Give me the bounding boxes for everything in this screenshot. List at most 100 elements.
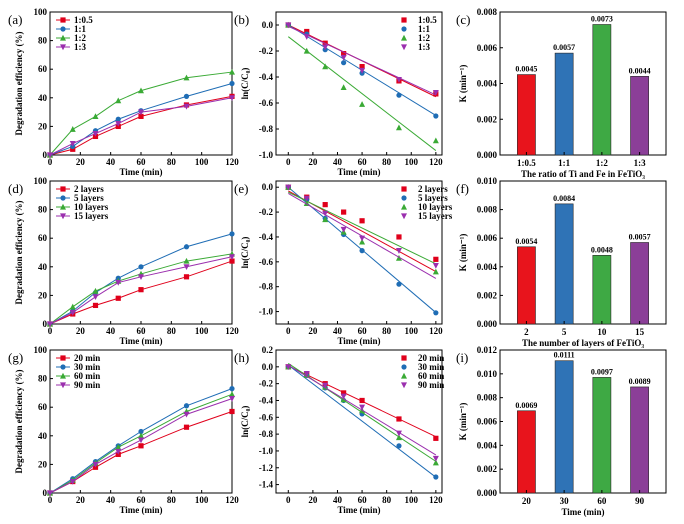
x-tick-label: 40 — [333, 495, 343, 505]
y-tick-label: 60 — [38, 233, 48, 243]
y-tick-label: 0.000 — [477, 488, 498, 498]
data-point — [285, 22, 292, 29]
fit-line — [288, 25, 437, 96]
data-point — [69, 478, 76, 485]
x-tick-label: 0 — [48, 157, 53, 167]
plot-frame — [275, 349, 443, 494]
data-point — [92, 113, 99, 119]
data-point — [183, 93, 190, 99]
panel-label: (c) — [456, 12, 470, 27]
y-tick-label: 0.2 — [262, 345, 274, 355]
data-point — [92, 294, 99, 301]
x-tick-label: 1:1 — [558, 158, 570, 168]
bar-value-label: 0.0057 — [553, 43, 575, 52]
data-point — [396, 234, 402, 240]
data-point — [138, 287, 144, 293]
y-tick-label: 40 — [38, 93, 48, 103]
data-point — [138, 87, 144, 94]
x-tick-label: 80 — [167, 495, 177, 505]
data-point — [322, 202, 328, 208]
data-point — [433, 113, 439, 119]
series-2 — [285, 21, 439, 151]
data-point — [92, 287, 99, 294]
bar-value-label: 0.0073 — [591, 15, 613, 24]
data-point — [322, 216, 329, 223]
fit-line — [287, 364, 437, 478]
y-tick-label: 60 — [38, 402, 48, 412]
x-tick-label: 0 — [48, 326, 53, 336]
legend-marker — [60, 364, 66, 370]
series-line — [49, 260, 233, 325]
x-tick-label: 100 — [195, 326, 209, 336]
y-tick-label: 0.006 — [477, 233, 498, 243]
x-tick-label: 30 — [560, 496, 570, 506]
data-point — [396, 92, 402, 98]
data-point — [92, 461, 99, 468]
series-3 — [47, 254, 235, 328]
y-tick-label: 0.0 — [262, 20, 274, 30]
data-point — [396, 281, 402, 287]
y-axis-label: ln(C/C₀) — [240, 68, 250, 100]
legend-label: 60 min — [74, 371, 100, 381]
legend-label: 2 layers — [418, 184, 448, 194]
legend-label: 30 min — [418, 362, 444, 372]
data-point — [47, 490, 53, 497]
panel-1: 0 20 40 60 80 100 120 0.0 -0.2 -0.4 -0.6 -0.8 -1.0 Ti… — [234, 11, 443, 177]
bar-value-label: 0.0054 — [515, 237, 537, 246]
legend-marker — [60, 203, 66, 210]
y-tick-label: -0.8 — [259, 429, 274, 439]
x-tick-label: 5 — [562, 327, 567, 337]
y-tick-label: 0.012 — [477, 345, 498, 355]
data-point — [433, 435, 439, 441]
data-point — [285, 184, 292, 191]
x-tick-label: 20 — [308, 157, 318, 167]
data-point — [285, 364, 292, 371]
bar — [630, 242, 649, 325]
x-tick-label: 80 — [167, 157, 177, 167]
legend-label: 1:1 — [74, 24, 86, 34]
legend-label: 90 min — [418, 380, 444, 390]
bar-value-label: 0.0069 — [515, 401, 537, 410]
bar — [592, 24, 612, 156]
x-tick-label: 60 — [358, 495, 368, 505]
legend-label: 1:2 — [74, 33, 86, 43]
panel-3: 0 20 40 60 80 100 120 0 20 40 60 80 100 Time (min) Deg… — [8, 176, 239, 346]
data-point — [395, 430, 402, 437]
legend-label: 20 min — [418, 353, 444, 363]
legend-marker — [401, 382, 407, 389]
legend-marker — [401, 17, 407, 23]
x-tick-label: 120 — [225, 495, 239, 505]
data-point — [229, 391, 235, 397]
x-tick-label: 40 — [106, 326, 116, 336]
y-axis-label: ln(C/C₀) — [240, 237, 250, 269]
panel-2: 0.000 0.002 0.004 0.006 0.008 0.0045 1:0.5 0.00… — [456, 7, 667, 179]
data-point — [359, 67, 366, 74]
data-point — [47, 152, 53, 159]
series-0 — [47, 93, 235, 158]
panel-label: (e) — [234, 181, 248, 196]
y-tick-label: -0.2 — [259, 207, 274, 217]
legend-marker — [401, 195, 407, 201]
x-tick-label: 20 — [522, 496, 532, 506]
data-point — [340, 84, 347, 90]
legend-label: 1:0.5 — [74, 15, 93, 25]
data-point — [303, 195, 310, 202]
data-point — [92, 302, 99, 309]
data-point — [359, 404, 366, 411]
y-tick-label: -1.0 — [259, 307, 274, 317]
plot-frame — [499, 180, 667, 325]
data-point — [395, 77, 402, 83]
data-point — [115, 295, 121, 301]
y-tick-label: -1.0 — [259, 446, 274, 456]
legend-marker — [60, 26, 66, 32]
data-point — [138, 437, 144, 444]
bar-value-label: 0.0048 — [591, 245, 613, 254]
data-point — [138, 113, 144, 119]
data-point — [70, 146, 76, 152]
data-point — [432, 459, 439, 466]
x-axis-label: Time (min) — [337, 505, 380, 515]
x-tick-label: 10 — [597, 327, 607, 337]
data-point — [322, 210, 329, 217]
bar-value-label: 0.0089 — [629, 377, 651, 386]
bar — [554, 203, 574, 325]
